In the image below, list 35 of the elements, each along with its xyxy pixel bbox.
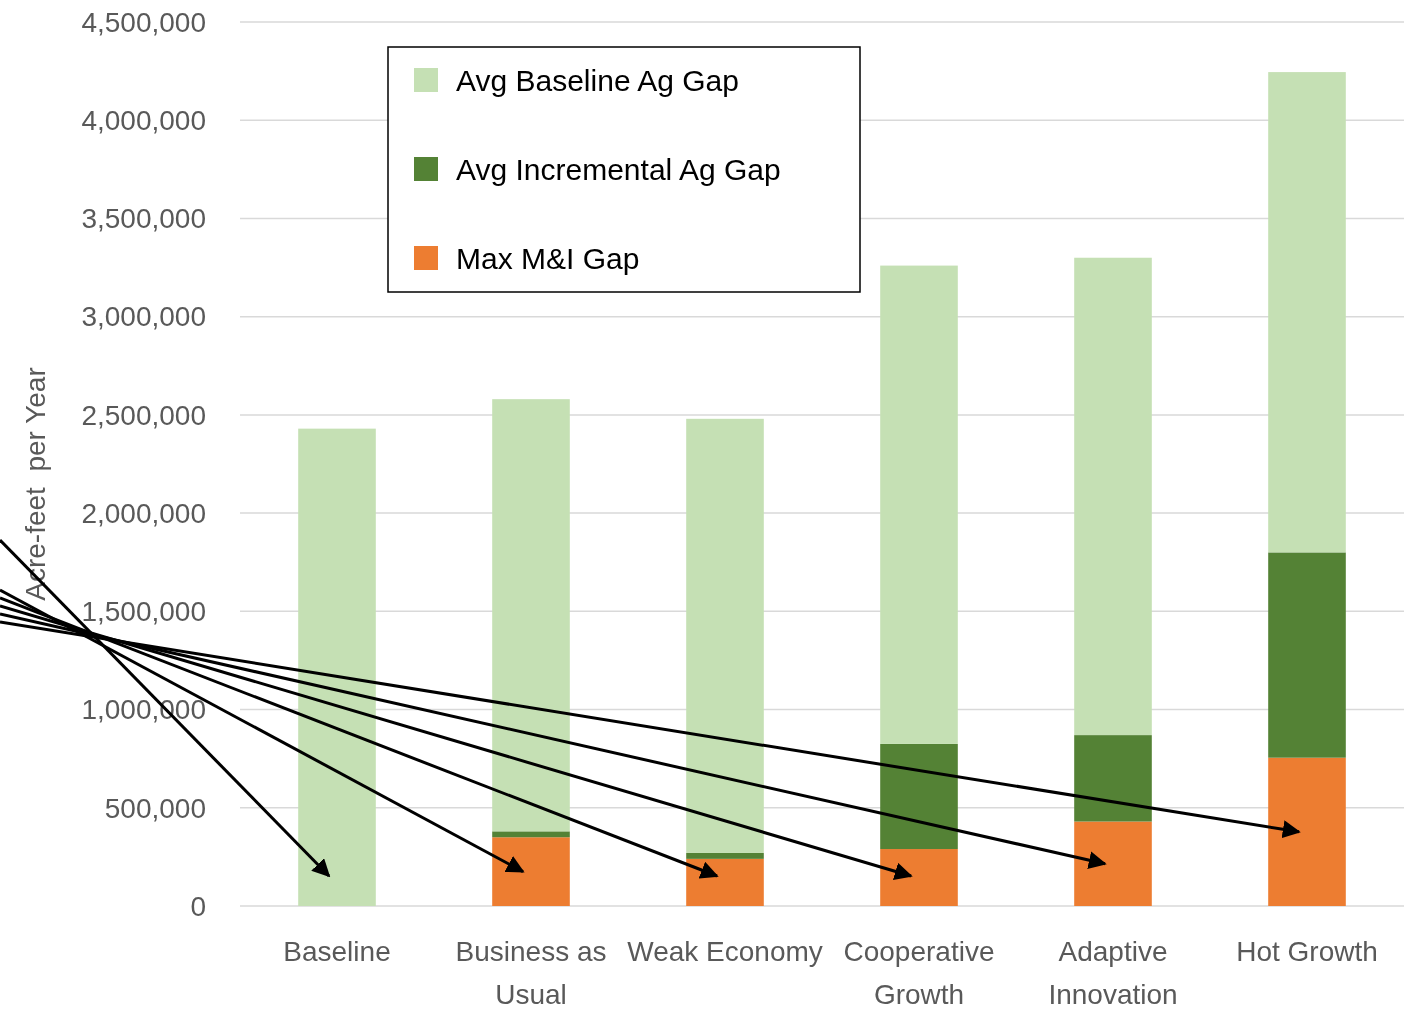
x-tick-label: Cooperative Growth [843, 936, 995, 1010]
bar [492, 399, 570, 832]
bar [1268, 757, 1346, 906]
x-tick-label: Hot Growth [1236, 936, 1378, 967]
y-tick-label: 1,500,000 [81, 596, 206, 628]
bar [492, 837, 570, 906]
bar [686, 418, 764, 853]
y-tick-label: 3,500,000 [81, 203, 206, 235]
y-axis-title: Acre-feet per Year [20, 367, 51, 601]
y-tick-label: 2,500,000 [81, 399, 206, 431]
y-tick-label: 4,500,000 [81, 6, 206, 38]
y-tick-label: 3,000,000 [81, 301, 206, 333]
bar [880, 265, 958, 744]
bar [1268, 72, 1346, 553]
bar [1268, 552, 1346, 758]
y-tick-label: 2,000,000 [81, 497, 206, 529]
y-tick-label: 4,000,000 [81, 105, 206, 137]
legend-label: Avg Baseline Ag Gap [456, 63, 739, 97]
bar [492, 831, 570, 838]
bar [1074, 257, 1152, 736]
y-tick-label: 500,000 [104, 792, 206, 824]
bar [686, 852, 764, 859]
legend-label: Max M&I Gap [456, 241, 640, 275]
x-tick-label: Baseline [283, 936, 391, 967]
bar [880, 849, 958, 906]
bar [298, 428, 376, 906]
bar [686, 858, 764, 906]
bar [880, 743, 958, 850]
bar [1074, 821, 1152, 906]
legend-label: Avg Incremental Ag Gap [456, 152, 781, 186]
x-tick-label: Adaptive Innovation [1048, 936, 1178, 1010]
x-tick-label: Weak Economy [627, 936, 823, 967]
y-tick-label: 0 [190, 890, 206, 922]
bar [1074, 735, 1152, 822]
x-tick-label: Business as Usual [455, 936, 607, 1010]
